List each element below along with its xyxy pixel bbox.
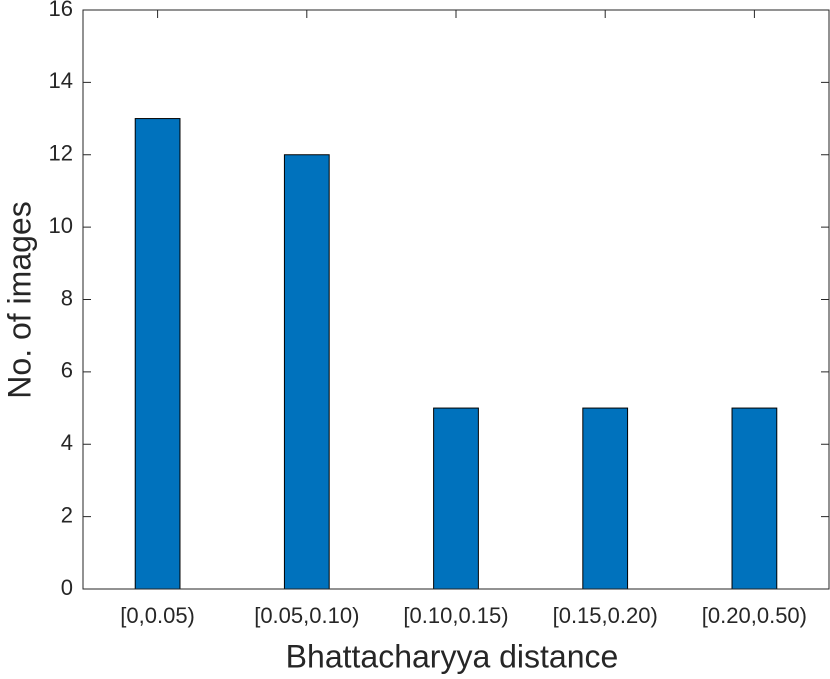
y-tick-label: 6 bbox=[61, 358, 73, 383]
y-axis-label: No. of images bbox=[1, 201, 37, 398]
y-tick-label: 10 bbox=[49, 213, 73, 238]
y-tick-label: 4 bbox=[61, 430, 73, 455]
x-tick-label: [0.05,0.10) bbox=[254, 603, 359, 628]
x-tick-label: [0.15,0.20) bbox=[553, 603, 658, 628]
y-tick-label: 16 bbox=[49, 0, 73, 21]
bar bbox=[731, 407, 778, 590]
plot-frame bbox=[82, 9, 830, 590]
x-tick-label: [0.20,0.50) bbox=[702, 603, 807, 628]
x-axis-label: Bhattacharyya distance bbox=[286, 638, 619, 674]
bar bbox=[134, 118, 181, 590]
y-tick-label: 0 bbox=[61, 575, 73, 600]
y-tick-label: 8 bbox=[61, 285, 73, 310]
x-tick-label: [0,0.05) bbox=[120, 603, 195, 628]
x-tick-label: [0.10,0.15) bbox=[403, 603, 508, 628]
y-tick-label: 2 bbox=[61, 502, 73, 527]
bar bbox=[582, 407, 629, 590]
y-tick-label: 12 bbox=[49, 141, 73, 166]
bar bbox=[433, 407, 479, 590]
y-tick-label: 14 bbox=[49, 68, 73, 93]
bar bbox=[283, 154, 330, 590]
